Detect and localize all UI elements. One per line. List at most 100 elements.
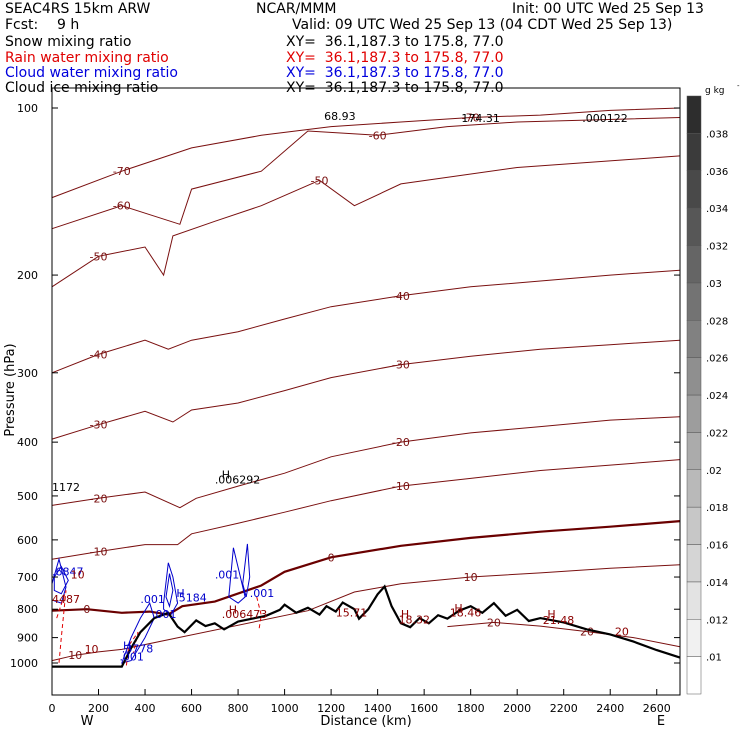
colorbar-tick-label: .038 (706, 129, 728, 140)
colorbar-tick-label: .016 (706, 541, 728, 552)
colorbar-segment (686, 133, 702, 171)
x-tick-label: 1000 (271, 702, 299, 715)
colorbar-segment (686, 581, 702, 620)
temperature-contour-line (51, 459, 681, 560)
field-xy-cloud-water: XY= 36.1,187.3 to 175.8, 77.0 (286, 65, 504, 81)
temperature-contour-label: 0 (328, 551, 335, 564)
colorbar-segment (686, 95, 702, 134)
temperature-contour-label: 0 (83, 603, 90, 616)
y-tick-label: 1000 (10, 657, 38, 670)
x-tick-label: 400 (135, 702, 156, 715)
y-tick-label: 600 (17, 534, 38, 547)
y-tick-label: 800 (17, 603, 38, 616)
contour-annotation: .3778 (122, 643, 153, 656)
contour-annotation: .5184 (175, 592, 207, 605)
colorbar-segment (686, 619, 702, 657)
colorbar-segment (686, 170, 702, 209)
field-name-cloud-water: Cloud water mixing ratio (5, 65, 178, 81)
colorbar-tick-label: .024 (706, 391, 728, 402)
colorbar-tick-label: .036 (706, 167, 728, 178)
colorbar-segment (686, 656, 702, 695)
x-axis: 0 200 400 600 800 1000 1200 1400 1600 1800 2000 220… (49, 689, 671, 715)
colorbar-tick-label: .018 (706, 503, 728, 514)
colorbar-tick-label: .026 (706, 354, 728, 365)
colorbar: .01 .012 .014 .016 .018 .02 .022 .024 .026 .028 .0… (686, 82, 740, 695)
cloud-water-contour (53, 565, 69, 595)
forecast-value: 9 h (57, 17, 80, 33)
colorbar-segment (686, 432, 702, 470)
field-name-snow: Snow mixing ratio (5, 34, 132, 50)
colorbar-segment (686, 282, 702, 321)
temperature-contour-line (51, 269, 681, 374)
y-tick-label: 700 (17, 571, 38, 584)
cloud-water-contour (163, 562, 179, 616)
x-tick-label: 2400 (596, 702, 624, 715)
x-tick-label: 0 (49, 702, 56, 715)
colorbar-tick-label: .012 (706, 615, 728, 626)
rain-contour (256, 596, 262, 630)
colorbar-tick-label: .034 (706, 204, 728, 215)
x-axis-east-label: E (657, 714, 665, 729)
contour-annotation: 174.31 (461, 112, 500, 125)
colorbar-tick-label: .032 (706, 242, 728, 253)
x-tick-label: 1800 (457, 702, 485, 715)
contour-annotation: .001 (215, 569, 240, 582)
temperature-contour-label: 20 (487, 616, 501, 629)
init-time: Init: 00 UTC Wed 25 Sep 13 (512, 1, 704, 17)
cloud-water-contour (121, 601, 155, 664)
y-tick-label: 200 (17, 269, 38, 282)
cloud-water-contour (165, 573, 174, 608)
x-tick-label: 600 (181, 702, 202, 715)
contour-annotation: H (401, 608, 409, 621)
x-tick-label: 2000 (503, 702, 531, 715)
contour-annotation: .001 (119, 651, 143, 664)
temperature-contour-label: -10 (392, 480, 410, 493)
contour-annotation: .6847 (52, 565, 84, 578)
colorbar-segment (686, 245, 702, 284)
temperature-contour-line (51, 107, 681, 199)
contour-annotation: 10 (85, 643, 99, 656)
colorbar-segment (686, 506, 702, 545)
temperature-contour-line (51, 416, 681, 509)
temperature-contour-label: -20 (392, 436, 410, 449)
contour-annotation: .000122 (582, 112, 628, 125)
contour-annotation: 1172 (52, 481, 80, 494)
temperature-contour-label: -50 (310, 174, 328, 187)
temperature-contour-line (51, 155, 681, 288)
temperature-contour-line (447, 621, 681, 648)
colorbar-unit-exponent: -1 (737, 82, 740, 90)
field-xy-snow: XY= 36.1,187.3 to 175.8, 77.0 (286, 34, 504, 50)
temperature-contour-label: -60 (369, 129, 387, 142)
temperature-contour-label: 10 (464, 571, 478, 584)
contour-annotation: 18.46 (450, 607, 482, 620)
temperature-contour-label: -10 (90, 546, 108, 559)
temperature-contour-label: -70 (113, 165, 131, 178)
temperature-contour-label: -30 (90, 419, 108, 432)
contour-annotation: 18.32 (399, 613, 431, 626)
temperature-contour-label: 10 (68, 649, 82, 662)
colorbar-tick-label: .014 (706, 578, 728, 589)
rain-contour (56, 590, 67, 664)
colorbar-segment (686, 320, 702, 358)
colorbar-segment (686, 469, 702, 508)
temperature-contour-label: -70 (462, 111, 480, 124)
contour-annotation: .001 (250, 587, 275, 600)
x-tick-label: 1200 (317, 702, 345, 715)
colorbar-segment (686, 357, 702, 396)
temperature-contour-label: -40 (392, 290, 410, 303)
y-axis-title: Pressure (hPa) (3, 343, 18, 436)
contour-annotation: .001 (152, 608, 177, 621)
y-tick-label: 300 (17, 367, 38, 380)
x-tick-label: 1600 (410, 702, 438, 715)
colorbar-segment (686, 544, 702, 583)
contour-annotation: 10 (71, 569, 85, 582)
contour-annotation: .006292 (215, 474, 261, 487)
temperature-contour-label: -60 (113, 200, 131, 213)
contour-annotation: 21.48 (543, 614, 575, 627)
contour-annotation: H (547, 608, 555, 621)
forecast-label: Fcst: (5, 17, 39, 33)
x-tick-label: 2200 (550, 702, 578, 715)
contour-annotation: 4487 (52, 593, 80, 606)
